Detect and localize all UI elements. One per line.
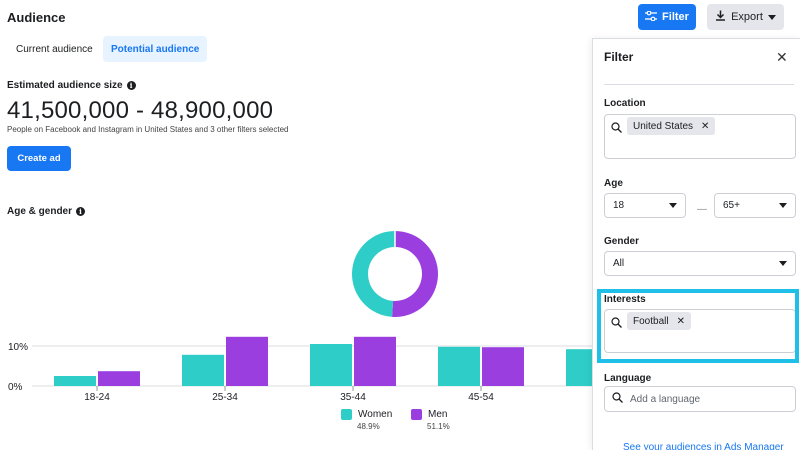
gender-value: All	[613, 258, 625, 269]
donut-slice-women	[351, 231, 395, 317]
bar-women-18-24	[54, 376, 96, 386]
interests-highlight-box	[597, 289, 799, 363]
tab-current-audience[interactable]: Current audience	[16, 43, 93, 55]
age-gender-label: Age & gender i	[7, 206, 86, 217]
interests-label: Interests	[604, 294, 646, 305]
age-range-dash: —	[697, 204, 707, 215]
close-icon[interactable]: ✕	[776, 49, 788, 65]
info-icon[interactable]: i	[76, 207, 86, 216]
bar-men-35-44	[354, 336, 396, 386]
interests-input[interactable]: Football ✕	[604, 309, 796, 353]
search-icon	[612, 392, 623, 406]
bar-men-18-24	[98, 371, 140, 386]
language-placeholder: Add a language	[630, 393, 701, 405]
y-tick-label: 10%	[8, 342, 28, 353]
filter-button[interactable]: Filter	[638, 4, 696, 30]
legend-label-women: Women	[358, 409, 393, 420]
x-tick-label: 25-34	[212, 392, 238, 403]
location-input[interactable]: United States ✕	[604, 114, 796, 159]
remove-chip-icon[interactable]: ✕	[701, 120, 710, 132]
legend-label-men: Men	[428, 409, 448, 420]
export-button[interactable]: Export	[707, 4, 784, 30]
x-tick-label: 35-44	[340, 392, 366, 403]
gender-select[interactable]: All	[604, 251, 796, 276]
interest-chip-label: Football	[633, 315, 669, 327]
page-title: Audience	[7, 10, 66, 25]
legend-pct-men: 51.1%	[427, 422, 450, 431]
location-chip: United States ✕	[627, 117, 716, 135]
age-min-value: 18	[613, 200, 625, 211]
bar-women-45-54	[438, 346, 480, 386]
estimate-label: Estimated audience size i	[7, 80, 136, 91]
age-label: Age	[604, 178, 623, 189]
age-max-value: 65+	[723, 200, 740, 211]
bar-women-25-34	[182, 354, 224, 386]
export-button-label: Export	[731, 11, 763, 23]
create-ad-button[interactable]: Create ad	[7, 146, 71, 171]
bar-men-45-54	[482, 347, 524, 386]
y-tick-label: 0%	[8, 382, 23, 393]
location-label: Location	[604, 98, 646, 109]
ads-manager-link[interactable]: See your audiences in Ads Manager	[623, 442, 784, 450]
age-min-select[interactable]: 18	[604, 193, 686, 218]
language-input[interactable]: Add a language	[604, 386, 796, 412]
download-icon	[715, 10, 726, 24]
gender-label: Gender	[604, 236, 640, 247]
interest-chip: Football ✕	[627, 312, 691, 330]
chevron-down-icon	[767, 14, 776, 20]
x-tick-label: 45-54	[468, 392, 494, 403]
legend-swatch-men	[411, 409, 422, 420]
bar-men-25-34	[226, 336, 268, 386]
filter-panel-title: Filter	[604, 50, 634, 64]
filter-button-label: Filter	[662, 11, 689, 23]
search-icon	[611, 120, 622, 138]
age-max-select[interactable]: 65+	[714, 193, 796, 218]
info-icon[interactable]: i	[126, 81, 136, 90]
filter-panel: Filter ✕ Location United States ✕ Age 18…	[592, 38, 800, 450]
donut-slice-men	[392, 231, 439, 317]
legend-swatch-women	[341, 409, 352, 420]
search-icon	[611, 315, 622, 333]
audience-size-subtitle: People on Facebook and Instagram in Unit…	[7, 125, 289, 134]
chevron-down-icon	[669, 203, 677, 208]
chevron-down-icon	[779, 261, 787, 266]
location-chip-label: United States	[633, 120, 694, 132]
panel-divider	[604, 84, 794, 85]
audience-size-value: 41,500,000 - 48,900,000	[7, 97, 274, 124]
bar-women-35-44	[310, 344, 352, 386]
tab-potential-audience[interactable]: Potential audience	[103, 36, 208, 62]
language-label: Language	[604, 373, 652, 384]
estimate-label-text: Estimated audience size	[7, 80, 123, 91]
chevron-down-icon	[779, 203, 787, 208]
bar-women-55-64	[566, 349, 592, 386]
legend-women: Women 48.9%	[341, 409, 392, 431]
legend-men: Men 51.1%	[411, 409, 450, 431]
legend-pct-women: 48.9%	[357, 422, 380, 431]
age-gender-label-text: Age & gender	[7, 206, 73, 217]
sliders-icon	[645, 10, 658, 24]
remove-chip-icon[interactable]: ✕	[676, 315, 685, 327]
x-tick-label: 18-24	[84, 392, 110, 403]
